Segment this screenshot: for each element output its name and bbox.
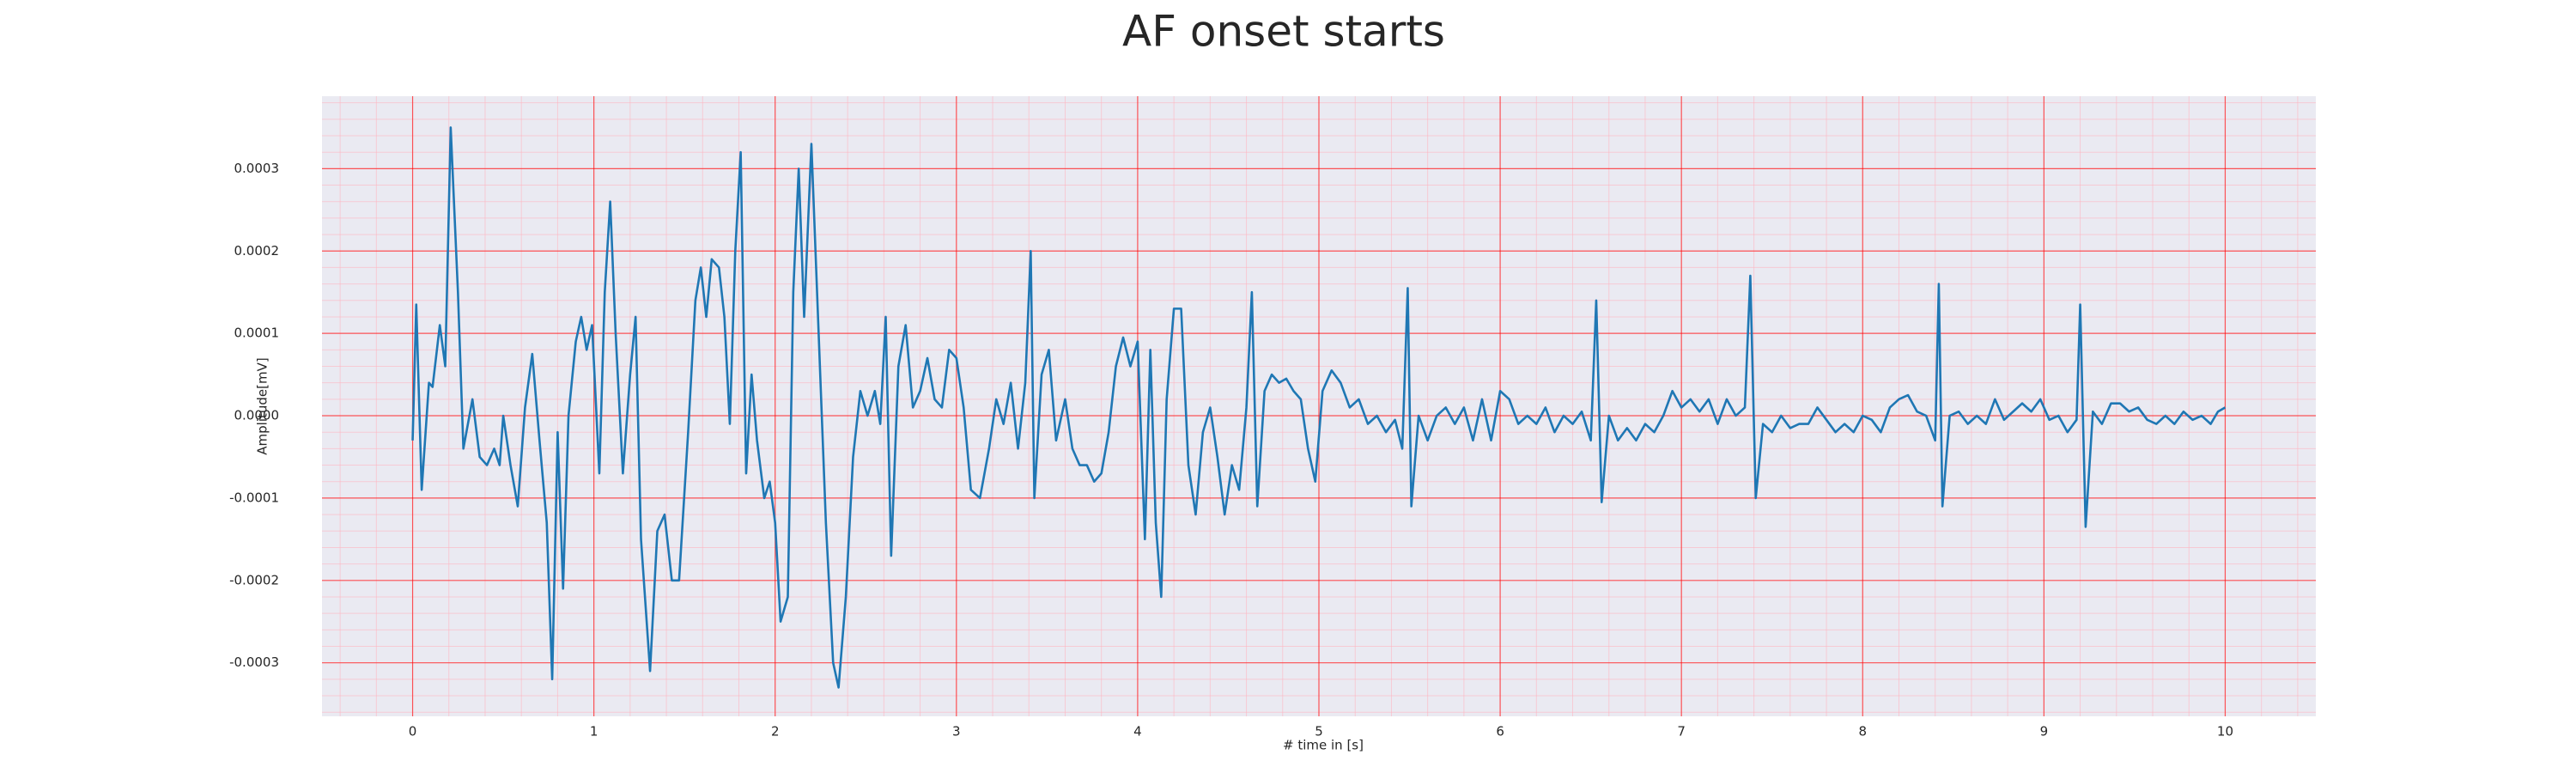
x-tick-label: 3 <box>952 724 961 740</box>
x-tick-label: 0 <box>409 724 417 740</box>
x-tick-label: 1 <box>590 724 598 740</box>
y-tick-label: 0.0000 <box>234 408 280 423</box>
y-axis-label: Amplitude[mV] <box>255 357 270 454</box>
y-tick-label: -0.0003 <box>229 654 279 670</box>
x-tick-label: 2 <box>771 724 780 740</box>
x-axis-label: # time in [s] <box>1283 738 1364 753</box>
x-tick-label: 9 <box>2040 724 2049 740</box>
y-tick-label: 0.0003 <box>234 161 280 176</box>
signal-line <box>411 126 2227 689</box>
chart-title: AF onset starts <box>1122 7 1445 57</box>
x-tick-label: 4 <box>1133 724 1142 740</box>
y-tick-label: -0.0001 <box>229 490 279 505</box>
y-tick-label: 0.0001 <box>234 326 280 341</box>
x-tick-label: 8 <box>1858 724 1867 740</box>
y-tick-label: 0.0002 <box>234 243 280 259</box>
x-tick-label: 5 <box>1315 724 1323 740</box>
y-tick-label: -0.0002 <box>229 572 279 587</box>
x-tick-label: 10 <box>2217 724 2233 740</box>
x-tick-label: 7 <box>1677 724 1686 740</box>
x-tick-label: 6 <box>1496 724 1504 740</box>
